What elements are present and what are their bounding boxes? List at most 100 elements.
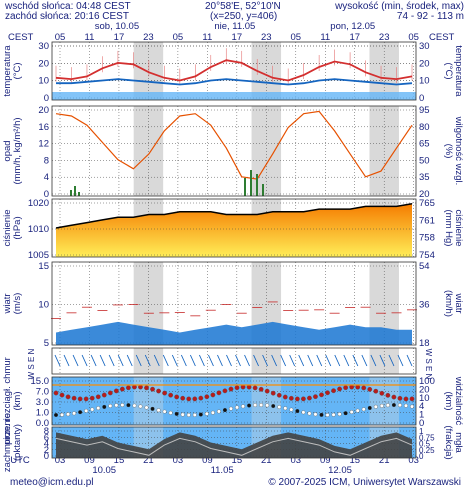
precip-tick-left: 0 (44, 189, 49, 200)
wind-tick-left: 15 (38, 261, 49, 272)
cloud-level-dot (373, 404, 378, 409)
humidity-line (55, 110, 413, 180)
cloud-level-dot (216, 409, 221, 414)
cloud-level-dot (89, 395, 95, 401)
cloud-level-dot (288, 395, 294, 401)
day-label-bottom: 10.05 (92, 465, 116, 476)
wind-tick-right: 54 (419, 261, 430, 272)
cloud_levels-label-left: pion. rozciągł. chmur (2, 357, 13, 445)
cloud-level-dot (391, 394, 397, 400)
wind-direction-arrow (135, 354, 142, 367)
temp-tick-right: 10 (419, 76, 430, 87)
wind-dir-label-left: W S E N (27, 348, 36, 379)
footer-email[interactable]: meteo@icm.edu.pl (10, 477, 94, 488)
wind-direction-arrow (226, 354, 232, 367)
cloud-level-dot (144, 405, 149, 410)
elevation-values: 74 - 92 - 113 m (396, 11, 464, 22)
cloud-level-dot (180, 395, 186, 401)
cloud-level-dot (331, 412, 336, 417)
temperature-label-right: temperatura (453, 45, 464, 97)
wind_dir-background (52, 348, 416, 374)
precip-bar (244, 178, 246, 196)
pressure-tick-left: 1010 (28, 224, 49, 235)
pressure-tick-left: 1005 (28, 250, 49, 261)
hour-tick-top: 17 (232, 32, 243, 43)
cloud-level-dot (210, 392, 216, 398)
cloud-level-dot (96, 406, 101, 411)
cloud-level-dot (410, 404, 414, 409)
cloud-level-dot (150, 386, 155, 392)
cloud-level-dot (174, 411, 179, 416)
cloud-level-dot (379, 390, 385, 396)
cloud-level-dot (114, 403, 119, 408)
wind-unit-left: (m/s) (12, 293, 23, 315)
wind-tick-right: 36 (419, 300, 430, 311)
hour-tick-top: 05 (291, 32, 302, 43)
cloud-level-dot (95, 394, 101, 400)
precip-unit-right: (%) (443, 144, 454, 159)
cloud-level-dot (71, 395, 77, 401)
cloud-level-dot (234, 385, 240, 391)
cloud-level-tick-left: 1.0 (36, 408, 49, 419)
temp-tick-left: 10 (38, 76, 49, 87)
humidity-tick-right: 95 (419, 105, 430, 116)
cloud-level-dot (403, 396, 409, 402)
cloud-level-dot (361, 407, 366, 412)
cloud-level-dot (313, 394, 318, 400)
wind-direction-arrow (162, 354, 169, 367)
wind-direction-arrow (117, 354, 124, 367)
wind-direction-arrow (235, 354, 241, 367)
temp-tick-left: 30 (38, 41, 49, 52)
cloud-level-dot (65, 394, 71, 400)
cloud_levels-border (51, 376, 417, 426)
precip-bar (78, 192, 80, 196)
temperature-background (52, 42, 416, 100)
wind-direction-arrow (189, 354, 196, 367)
cloud-level-dot (252, 385, 258, 391)
dew-point-line (56, 78, 413, 86)
wind-direction-arrow (244, 354, 250, 367)
cloud-level-dot (138, 404, 143, 409)
cloud-level-dot (186, 413, 191, 417)
cloud-level-dot (59, 392, 65, 398)
cloud-level-dot (258, 386, 264, 392)
hour-tick-top: 23 (143, 32, 154, 43)
cloud-level-dot (162, 390, 168, 396)
wind-dir-label-right: W S E N (424, 349, 433, 380)
cloud_levels-label-right: widzialność (453, 376, 464, 426)
hour-tick-bottom: 09 (84, 455, 95, 466)
hour-tick-bottom: 21 (379, 455, 390, 466)
wind-direction-arrow (81, 354, 88, 367)
wind-tick-left: 10 (38, 300, 49, 311)
cloud-level-dot (294, 396, 300, 402)
cloud-level-dot (313, 412, 318, 417)
cloudiness-tick-left: 2 (44, 445, 49, 456)
cloudiness-label-right: mgła (453, 432, 464, 453)
precip-bar (250, 170, 252, 196)
cloud-level-dot (108, 403, 113, 408)
temperature-unit-right: (°C) (443, 63, 454, 80)
cloud-level-dot (192, 396, 198, 402)
cloudiness-tick-left: 0 (44, 451, 49, 462)
fog-tick-right: 0.75 (419, 433, 435, 442)
cloud-level-dot (174, 394, 180, 400)
cloud-level-dot (168, 410, 173, 415)
cloud-level-dot (186, 396, 192, 402)
wind-direction-arrow (289, 354, 296, 367)
cloud-level-dot (264, 388, 270, 394)
cloud-level-dot (337, 412, 342, 417)
humidity-tick-right: 20 (419, 189, 430, 200)
cloud-level-dot (391, 403, 396, 407)
cloud-level-dot (132, 403, 137, 408)
temperature-line (55, 59, 413, 82)
precip-tick-left: 4 (44, 172, 49, 183)
cloud-level-dot (77, 396, 83, 402)
cloud-level-dot (307, 395, 312, 401)
cloud-level-dot (180, 412, 185, 417)
hour-tick-top: 11 (202, 32, 212, 43)
cloud-level-dot (283, 406, 288, 411)
cloud-level-dot (235, 405, 239, 410)
cloud-level-tick-left: 0.0 (36, 418, 49, 429)
cloud-level-dot (54, 413, 58, 417)
humidity-tick-right: 50 (419, 155, 430, 166)
